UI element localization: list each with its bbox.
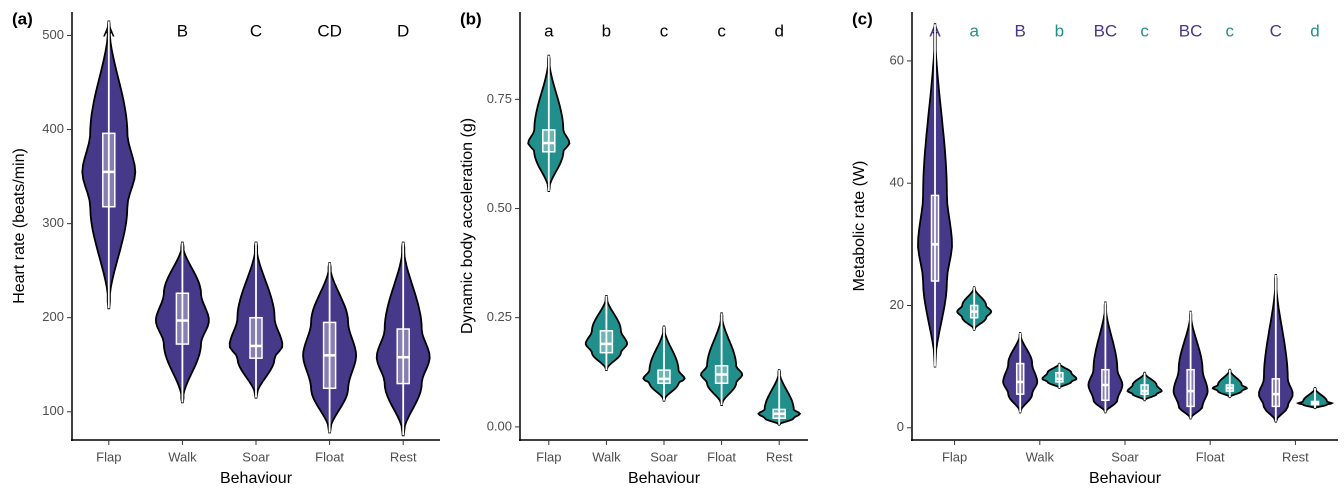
x-tick-label: Soar — [242, 449, 270, 464]
y-tick-label: 0.00 — [487, 418, 512, 433]
y-tick-label: 500 — [42, 27, 64, 42]
group-letter: B — [177, 21, 188, 40]
y-tick-label: 100 — [42, 403, 64, 418]
box — [1140, 384, 1149, 395]
box — [102, 132, 116, 208]
x-tick-label: Float — [315, 449, 344, 464]
y-tick-label: 200 — [42, 309, 64, 324]
group-letter: b — [602, 21, 611, 40]
y-axis-title: Heart rate (beats/min) — [11, 148, 28, 304]
x-tick-label: Rest — [390, 449, 417, 464]
x-tick-label: Walk — [592, 449, 621, 464]
box — [930, 194, 940, 282]
group-letter: B — [1015, 21, 1026, 40]
y-axis-title: Metabolic rate (W) — [851, 161, 868, 292]
panel-label: (a) — [12, 9, 33, 28]
group-letter: c — [1226, 21, 1235, 40]
group-letter: D — [397, 21, 409, 40]
box — [1015, 362, 1025, 395]
y-tick-label: 20 — [890, 297, 904, 312]
group-letter: b — [1055, 21, 1064, 40]
box — [1186, 368, 1195, 408]
x-axis-title: Behaviour — [220, 470, 293, 487]
group-letter: c — [660, 21, 669, 40]
y-tick-label: 400 — [42, 121, 64, 136]
y-tick-label: 0 — [897, 419, 904, 434]
y-tick-label: 0.50 — [487, 200, 512, 215]
box — [1271, 378, 1281, 408]
box — [175, 292, 190, 345]
group-letter: C — [250, 21, 262, 40]
x-tick-label: Flap — [536, 449, 561, 464]
group-letter: C — [1270, 21, 1282, 40]
group-letter: a — [544, 21, 554, 40]
group-letter: c — [1140, 21, 1149, 40]
group-letter: BC — [1094, 21, 1118, 40]
x-tick-label: Soar — [1111, 449, 1139, 464]
y-tick-label: 40 — [890, 175, 904, 190]
group-letter: d — [1310, 21, 1319, 40]
box — [599, 330, 614, 354]
y-tick-label: 0.25 — [487, 309, 512, 324]
x-axis-title: Behaviour — [628, 470, 701, 487]
box — [1055, 371, 1064, 383]
box — [542, 129, 556, 153]
x-tick-label: Rest — [1282, 449, 1309, 464]
group-letter: BC — [1179, 21, 1203, 40]
y-tick-label: 300 — [42, 215, 64, 230]
y-axis-title: Dynamic body acceleration (g) — [459, 118, 476, 334]
y-tick-label: 0.75 — [487, 91, 512, 106]
x-tick-label: Flap — [942, 449, 967, 464]
x-axis-title: Behaviour — [1089, 470, 1162, 487]
box — [657, 369, 671, 384]
x-tick-label: Soar — [650, 449, 678, 464]
group-letter: c — [717, 21, 726, 40]
panel-label: (b) — [460, 9, 482, 28]
group-letter: d — [774, 21, 783, 40]
x-tick-label: Walk — [168, 449, 197, 464]
y-tick-label: 60 — [890, 52, 904, 67]
x-tick-label: Rest — [766, 449, 793, 464]
group-letter: a — [969, 21, 979, 40]
box — [249, 316, 263, 359]
x-tick-label: Flap — [96, 449, 121, 464]
group-letter: CD — [317, 21, 342, 40]
x-tick-label: Float — [707, 449, 736, 464]
x-tick-label: Float — [1196, 449, 1225, 464]
panel-label: (c) — [852, 9, 873, 28]
x-tick-label: Walk — [1026, 449, 1055, 464]
